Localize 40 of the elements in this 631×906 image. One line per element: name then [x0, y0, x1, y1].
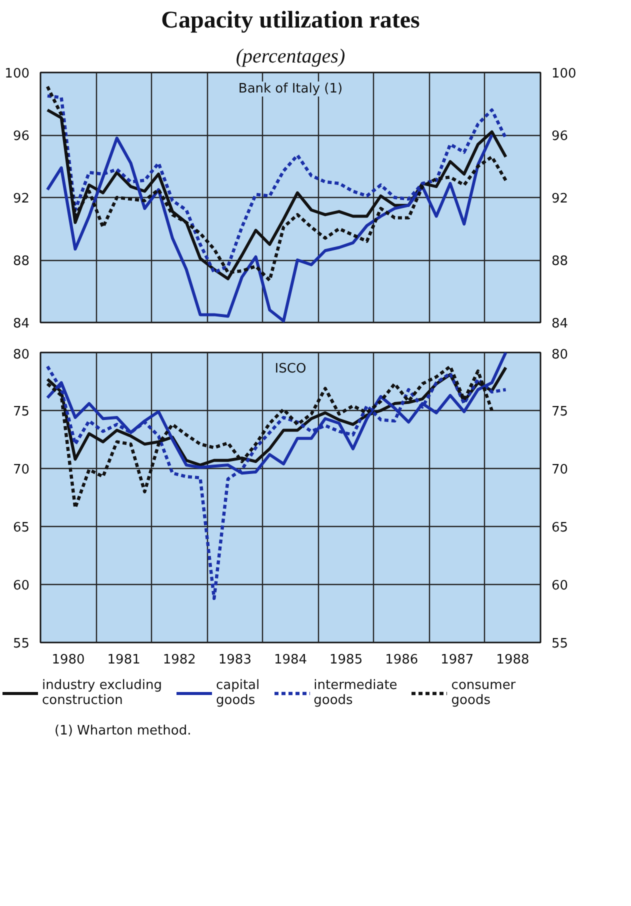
x-tick-label: 1984 — [274, 652, 308, 668]
y2-tick-label: 100 — [552, 66, 576, 82]
y2-tick-label: 65 — [552, 520, 568, 536]
legend-label: consumer goods — [451, 678, 516, 708]
x-tick-label: 1988 — [496, 652, 530, 668]
y2-tick-label: 88 — [552, 254, 568, 269]
y-tick-label: 84 — [12, 316, 30, 332]
annotation: Bank of Italy (1) — [238, 82, 343, 96]
y2-tick-label: 75 — [552, 404, 568, 420]
x-tick-label: 1986 — [385, 652, 418, 668]
y2-tick-label: 80 — [552, 348, 568, 362]
x-tick-label: 1980 — [52, 652, 85, 668]
legend-label: intermediate goods — [314, 678, 398, 708]
x-tick-label: 1987 — [440, 652, 474, 668]
legend-label: industry excluding construction — [42, 678, 162, 708]
x-tick-label: 1985 — [330, 652, 363, 668]
y-tick-label: 80 — [12, 348, 30, 362]
y-tick-label: 96 — [12, 129, 30, 144]
y2-tick-label: 96 — [552, 129, 568, 144]
y2-tick-label: 84 — [552, 316, 568, 332]
y-tick-label: 55 — [12, 636, 30, 652]
y-tick-label: 100 — [4, 66, 30, 82]
y2-tick-label: 60 — [552, 578, 568, 594]
y-tick-label: 75 — [12, 404, 30, 420]
y-tick-label: 70 — [12, 462, 30, 478]
y-tick-label: 65 — [12, 520, 30, 536]
legend-label: capital goods — [216, 678, 260, 708]
y-tick-label: 60 — [12, 578, 30, 594]
y2-tick-label: 70 — [552, 462, 568, 478]
annotation: ISCO — [274, 362, 306, 376]
chart-subtitle: (percentages) — [236, 46, 346, 68]
x-tick-label: 1983 — [218, 652, 252, 668]
y-tick-label: 88 — [12, 254, 30, 269]
y-tick-label: 92 — [12, 192, 30, 206]
chart-title: Capacity utilization rates — [161, 8, 420, 34]
x-tick-label: 1981 — [107, 652, 140, 668]
text: (1) Wharton method. — [54, 724, 192, 738]
y2-tick-label: 55 — [552, 636, 568, 652]
y2-tick-label: 92 — [552, 192, 568, 206]
x-tick-label: 1982 — [162, 652, 196, 668]
